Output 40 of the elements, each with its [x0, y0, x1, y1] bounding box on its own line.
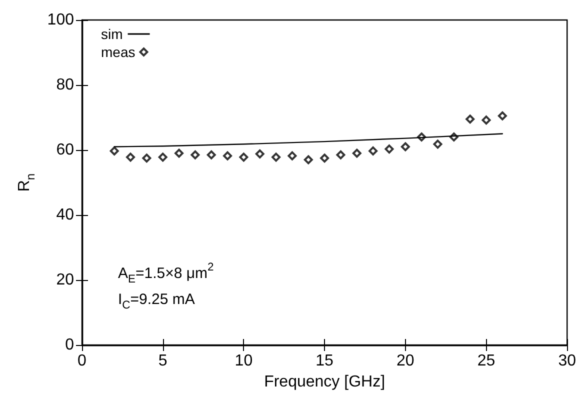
point — [206, 150, 216, 160]
point — [482, 116, 491, 125]
point — [304, 155, 313, 164]
x-axis-title: Frequency [GHz] — [264, 373, 386, 390]
point — [223, 151, 232, 160]
y-axis-title: Rn — [16, 173, 38, 192]
y-tick-label: 0 — [65, 336, 74, 354]
point — [239, 152, 248, 162]
point — [433, 140, 442, 149]
point — [384, 144, 394, 154]
x-tick-label: 30 — [558, 352, 576, 370]
y-tick-label: 60 — [56, 142, 74, 158]
point — [400, 142, 410, 152]
point — [336, 150, 346, 160]
point — [174, 148, 184, 158]
legend-label: meas — [101, 44, 136, 60]
point — [288, 151, 297, 160]
x-tick-label: 10 — [234, 352, 253, 370]
x-tick-label: 20 — [396, 352, 414, 370]
point — [320, 154, 330, 163]
x-tick-label: 25 — [477, 352, 496, 370]
y-tick-label: 80 — [56, 76, 74, 94]
y-tick-label: 100 — [47, 12, 74, 28]
x-tick-label: 15 — [316, 352, 334, 370]
point — [190, 150, 200, 160]
y-tick-label: 40 — [56, 206, 74, 224]
point — [110, 146, 119, 156]
point — [352, 148, 362, 158]
point — [368, 146, 378, 156]
point — [255, 149, 264, 158]
point — [126, 152, 136, 162]
y-tick-label: 20 — [56, 272, 74, 288]
point — [272, 152, 281, 162]
point — [158, 152, 168, 162]
point — [466, 114, 475, 124]
point — [142, 154, 152, 163]
legend-label: sim — [100, 26, 123, 42]
point — [498, 111, 507, 120]
x-tick-label: 0 — [78, 352, 87, 370]
x-tick-label: 5 — [158, 352, 168, 370]
